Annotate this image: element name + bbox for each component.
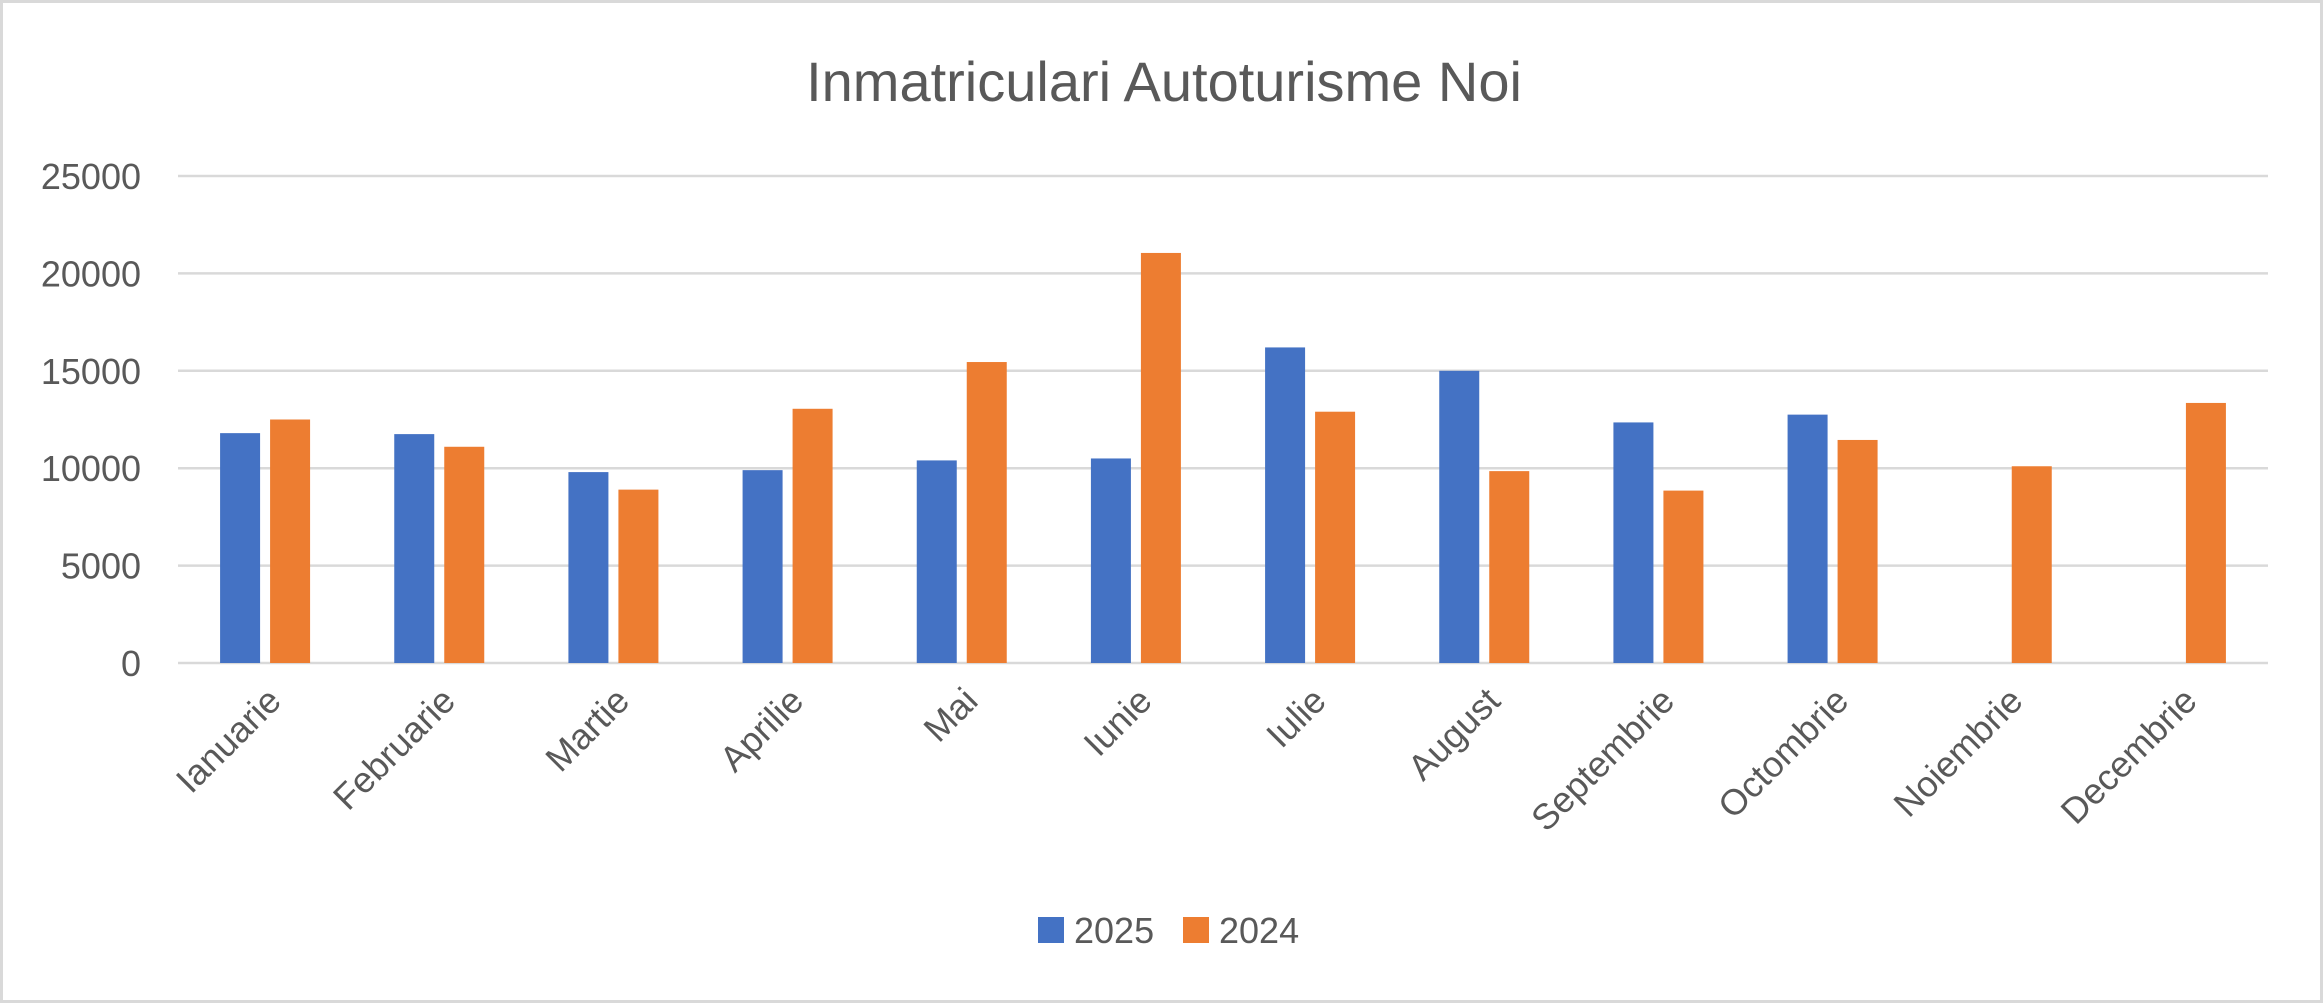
bar-2024-ianuarie — [270, 419, 311, 663]
bar-2025-februarie — [394, 434, 435, 663]
bar-2024-august — [1489, 471, 1530, 663]
y-axis-tick-labels: 0 5000 10000 15000 20000 25000 — [41, 156, 141, 684]
bar-2025-iulie — [1265, 347, 1306, 663]
bar-2024-octombrie — [1837, 439, 1878, 663]
legend-swatch-2024 — [1183, 917, 1209, 943]
bar-2025-iunie — [1090, 458, 1131, 663]
legend: 2025 2024 — [1038, 910, 1299, 951]
x-tick-label: Aprilie — [712, 680, 812, 780]
x-tick-label: Octombrie — [1710, 680, 1856, 826]
x-tick-label: Martie — [537, 680, 637, 780]
y-tick-label: 10000 — [41, 448, 141, 489]
x-tick-label: August — [1400, 680, 1508, 788]
y-tick-label: 20000 — [41, 253, 141, 294]
legend-label-2024: 2024 — [1219, 910, 1299, 951]
bar-2024-februarie — [444, 446, 485, 663]
bar-2025-septembrie — [1613, 422, 1654, 663]
x-tick-label: Decembrie — [2053, 680, 2205, 832]
bar-2024-septembrie — [1663, 490, 1704, 663]
x-tick-label: Noiembrie — [1885, 680, 2030, 825]
y-tick-label: 5000 — [61, 546, 141, 587]
x-tick-label: Ianuarie — [168, 680, 289, 801]
x-tick-label: Februarie — [325, 680, 463, 818]
bars — [220, 252, 2226, 664]
bar-2024-mai — [966, 362, 1007, 663]
legend-swatch-2025 — [1038, 917, 1064, 943]
x-tick-label: Septembrie — [1523, 680, 1682, 839]
bar-2024-martie — [618, 489, 659, 663]
bar-2025-aprilie — [742, 470, 783, 663]
y-tick-label: 15000 — [41, 351, 141, 392]
chart-title: Inmatriculari Autoturisme Noi — [806, 50, 1522, 113]
x-tick-label: Mai — [915, 680, 985, 750]
x-axis-tick-labels: Ianuarie Februarie Martie Aprilie Mai Iunie Iu… — [168, 680, 2205, 839]
x-tick-label: Iunie — [1075, 680, 1159, 764]
legend-label-2025: 2025 — [1074, 910, 1154, 951]
bar-2025-mai — [916, 460, 957, 663]
x-tick-label: Iulie — [1258, 680, 1334, 756]
bar-2025-august — [1439, 370, 1480, 663]
bar-2024-iulie — [1315, 411, 1356, 663]
bar-2024-iunie — [1140, 252, 1181, 664]
gridlines — [178, 174, 2268, 665]
bar-2024-decembrie — [2185, 402, 2226, 663]
bar-2025-octombrie — [1787, 414, 1828, 663]
y-tick-label: 25000 — [41, 156, 141, 197]
bar-2025-martie — [568, 472, 609, 663]
chart-svg: Inmatriculari Autoturisme Noi 0 5000 10000… — [41, 50, 2268, 951]
y-tick-label: 0 — [121, 643, 141, 684]
bar-2025-ianuarie — [220, 433, 261, 663]
bar-2024-noiembrie — [2011, 466, 2052, 663]
bar-2024-aprilie — [792, 408, 833, 663]
